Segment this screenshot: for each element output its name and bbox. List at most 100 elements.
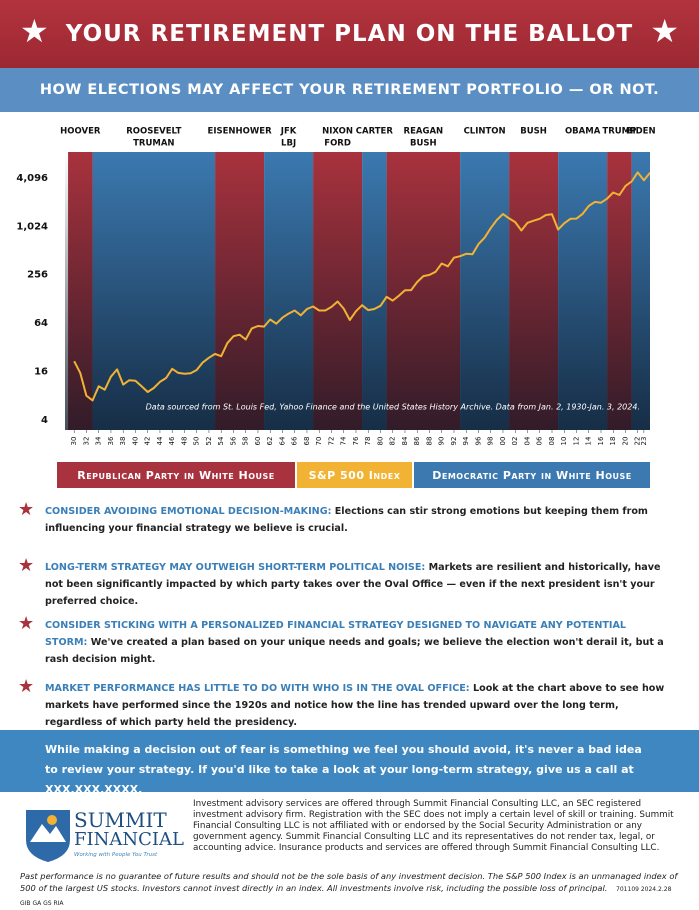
subtitle-band: HOW ELECTIONS MAY AFFECT YOUR RETIREMENT… [0, 68, 699, 112]
x-tick-label: 23 [640, 437, 648, 446]
x-tick-label: 50 [193, 437, 201, 446]
president-label: REAGAN [404, 127, 444, 137]
president-label: EISENHOWER [208, 127, 273, 137]
y-tick-label: 1,024 [16, 221, 48, 232]
bullet-heading: CONSIDER AVOIDING EMOTIONAL DECISION-MAK… [45, 506, 332, 517]
president-label: OBAMA [565, 127, 601, 137]
y-tick-label: 16 [34, 367, 48, 378]
title: YOUR RETIREMENT PLAN ON THE BALLOT [65, 21, 634, 47]
x-tick-label: 06 [536, 436, 544, 445]
y-tick-label: 4 [41, 415, 48, 426]
x-tick-label: 56 [229, 436, 237, 445]
index-line [73, 171, 650, 402]
x-tick-label: 02 [511, 437, 519, 446]
logo-top: SUMMIT [74, 808, 167, 832]
bullet: CONSIDER AVOIDING EMOTIONAL DECISION-MAK… [45, 503, 665, 537]
legend-swatch [57, 462, 295, 488]
title-band: ★ ★ YOUR RETIREMENT PLAN ON THE BALLOT [0, 0, 699, 68]
bullet: LONG-TERM STRATEGY MAY OUTWEIGH SHORT-TE… [45, 559, 665, 610]
x-tick-label: 36 [107, 436, 115, 445]
president-label: BIDEN [626, 127, 656, 137]
president-label: LBJ [281, 139, 296, 149]
x-tick-label: 72 [327, 437, 335, 446]
president-label: CLINTON [464, 127, 506, 137]
bullet-body: We've created a plan based on your uniqu… [45, 637, 664, 665]
y-tick-label: 256 [27, 270, 48, 281]
disclaimer-text: Past performance is no guarantee of futu… [20, 871, 678, 893]
x-tick-label: 00 [499, 437, 507, 446]
x-tick-label: 70 [315, 437, 323, 446]
bullet-star: ★ [18, 555, 35, 576]
bullet-body: Look at the chart above to see how marke… [45, 683, 665, 728]
bullet-heading: MARKET PERFORMANCE HAS LITTLE TO DO WITH… [45, 683, 470, 694]
bullet-body: Elections can stir strong emotions but k… [45, 506, 648, 534]
legend-swatch [414, 462, 650, 488]
x-tick-label: 30 [70, 437, 78, 446]
x-tick-label: 86 [413, 436, 421, 445]
logo: SUMMIT FINANCIAL Working with People You… [22, 806, 187, 864]
subtitle: HOW ELECTIONS MAY AFFECT YOUR RETIREMENT… [39, 82, 660, 98]
banner: While making a decision out of fear is s… [0, 730, 699, 796]
banner-text: While making a decision out of fear is s… [45, 743, 642, 796]
x-tick-label: 42 [144, 437, 152, 446]
x-tick-label: 12 [572, 437, 580, 446]
x-tick-label: 34 [95, 436, 103, 445]
y-tick-label: 64 [34, 318, 48, 329]
x-tick-label: 48 [180, 437, 188, 446]
x-tick-label: 46 [168, 436, 176, 445]
x-tick-label: 54 [217, 436, 225, 445]
y-tick-label: 4,096 [16, 173, 48, 184]
x-tick-label: 16 [597, 436, 605, 445]
x-tick-label: 38 [119, 437, 127, 446]
x-tick-label: 14 [585, 436, 593, 445]
bullet-star: ★ [18, 676, 35, 697]
chart-note: Data sourced from St. Louis Fed, Yahoo F… [146, 403, 640, 412]
x-tick-label: 94 [462, 436, 470, 445]
star-icon: ★ [20, 12, 49, 50]
x-tick-label: 18 [609, 437, 617, 446]
x-tick-label: 68 [303, 437, 311, 446]
x-tick-label: 78 [364, 437, 372, 446]
president-label: ROOSEVELT [126, 127, 181, 137]
disclaimer: Past performance is no guarantee of futu… [20, 870, 680, 910]
x-tick-label: 76 [352, 436, 360, 445]
x-tick-label: 62 [266, 437, 274, 446]
x-tick-label: 82 [389, 437, 397, 446]
x-tick-label: 40 [131, 437, 139, 446]
x-tick-label: 20 [621, 437, 629, 446]
logo-mark [26, 810, 70, 862]
bullet-heading: LONG-TERM STRATEGY MAY OUTWEIGH SHORT-TE… [45, 562, 426, 573]
x-tick-label: 66 [291, 436, 299, 445]
president-label: TRUMAN [133, 139, 174, 149]
x-tick-label: 98 [487, 437, 495, 446]
x-tick-label: 08 [548, 437, 556, 446]
x-tick-label: 90 [438, 437, 446, 446]
x-tick-label: 52 [205, 437, 213, 446]
president-label: FORD [324, 139, 351, 149]
x-tick-label: 84 [401, 436, 409, 445]
president-label: HOOVER [60, 127, 101, 137]
legend-label: S&P 500 Index [309, 469, 401, 482]
x-tick-label: 32 [82, 437, 90, 446]
x-tick-label: 80 [376, 437, 384, 446]
x-tick-label: 92 [450, 437, 458, 446]
legend-swatch [297, 462, 412, 488]
bullet-body: Markets are resilient and historically, … [45, 562, 661, 607]
president-label: CARTER [356, 127, 394, 137]
president-label: JFK [280, 127, 297, 137]
logo-tagline: Working with People You Trust [74, 852, 158, 858]
bullet-heading: CONSIDER STICKING WITH A PERSONALIZED FI… [45, 620, 627, 648]
chart: Data sourced from St. Louis Fed, Yahoo F… [16, 127, 656, 488]
bullet: CONSIDER STICKING WITH A PERSONALIZED FI… [45, 617, 665, 668]
x-tick-label: 88 [425, 437, 433, 446]
president-label: TRUMP [602, 127, 636, 137]
legend-label: Republican Party in White House [77, 469, 274, 482]
president-label: BUSH [410, 139, 437, 149]
x-tick-label: 44 [156, 436, 164, 445]
x-tick-label: 58 [242, 437, 250, 446]
president-label: NIXON [322, 127, 353, 137]
president-label: BUSH [520, 127, 547, 137]
bullet-star: ★ [18, 499, 35, 520]
x-tick-label: 64 [278, 436, 286, 445]
